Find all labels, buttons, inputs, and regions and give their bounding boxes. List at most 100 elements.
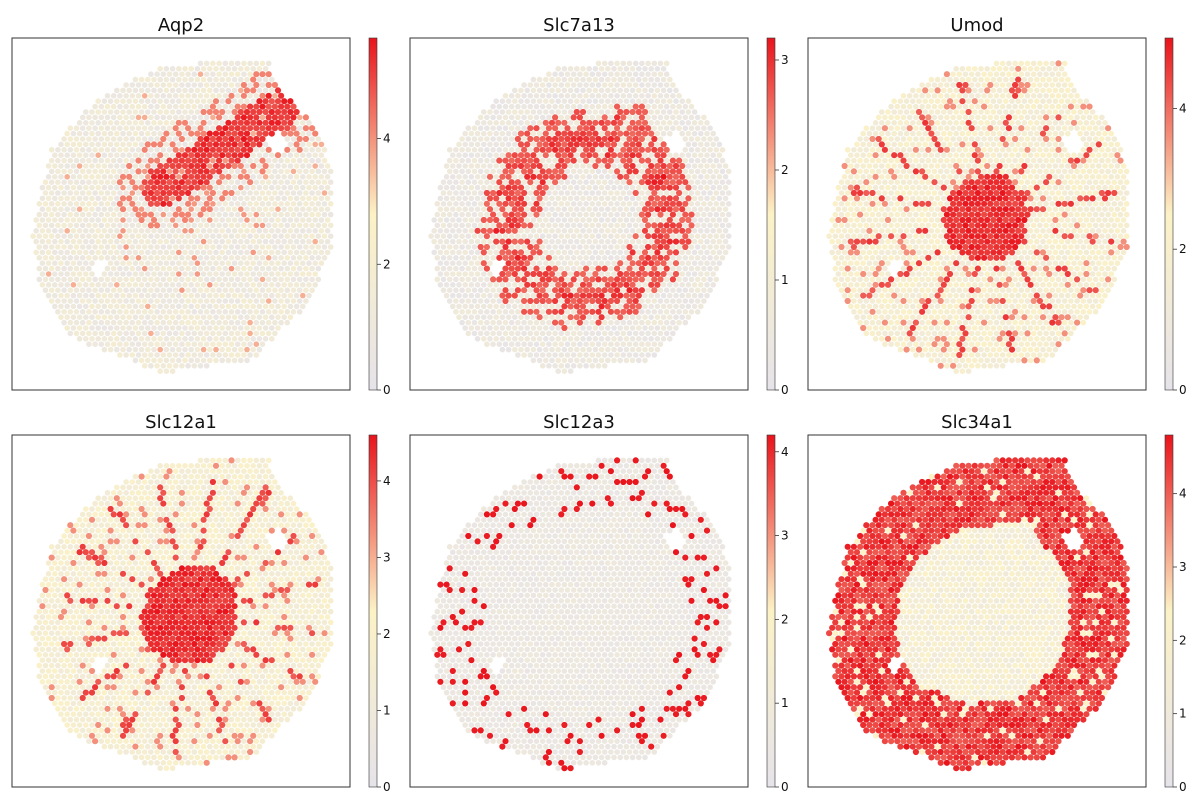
spot — [453, 201, 459, 207]
spot — [947, 152, 953, 158]
spot — [661, 141, 667, 147]
spot — [648, 325, 654, 331]
spot — [502, 276, 508, 282]
spot — [213, 174, 219, 180]
spot — [478, 136, 484, 142]
spot — [698, 163, 704, 169]
spot — [222, 190, 228, 196]
spot — [213, 77, 219, 83]
spot — [953, 88, 959, 94]
spot — [1065, 98, 1071, 104]
spot — [580, 271, 586, 277]
spot — [185, 341, 191, 347]
spot — [64, 152, 70, 158]
spot — [95, 217, 101, 223]
spot — [192, 331, 198, 337]
spot — [537, 141, 543, 147]
spot — [1068, 125, 1074, 131]
spot — [142, 341, 148, 347]
spot — [173, 244, 179, 250]
spot — [534, 104, 540, 110]
spot — [630, 131, 636, 137]
spot — [469, 131, 475, 137]
spot — [509, 147, 515, 153]
spot — [225, 141, 231, 147]
spot — [284, 104, 290, 110]
spot — [260, 223, 266, 229]
spot — [164, 109, 170, 115]
spot — [685, 185, 691, 191]
spot — [1053, 152, 1059, 158]
spot — [235, 244, 241, 250]
spot — [969, 115, 975, 121]
spot — [195, 228, 201, 234]
spot — [959, 98, 965, 104]
spot — [657, 233, 663, 239]
spot — [639, 82, 645, 88]
spot — [589, 136, 595, 142]
spot — [188, 304, 194, 310]
spot — [630, 141, 636, 147]
spot — [648, 120, 654, 126]
spot — [595, 287, 601, 293]
spot — [540, 82, 546, 88]
spot — [497, 115, 503, 121]
spot — [447, 212, 453, 218]
spot — [226, 260, 232, 266]
spot — [99, 298, 105, 304]
spot — [1059, 131, 1065, 137]
spot — [673, 195, 679, 201]
spot — [266, 266, 272, 272]
spot — [435, 244, 441, 250]
spot — [490, 331, 496, 337]
spot — [589, 287, 595, 293]
spot — [80, 298, 86, 304]
spot — [509, 244, 515, 250]
spot — [213, 141, 219, 147]
spot — [593, 196, 599, 202]
spot — [195, 88, 201, 94]
spot — [232, 314, 238, 320]
spot — [459, 233, 465, 239]
spot — [499, 239, 505, 245]
spot — [447, 244, 453, 250]
spot — [897, 152, 903, 158]
spot — [611, 325, 617, 331]
spot — [910, 88, 916, 94]
spot — [1046, 98, 1052, 104]
spot — [266, 233, 272, 239]
spot — [1022, 152, 1028, 158]
spot — [617, 131, 623, 137]
spot — [574, 228, 580, 234]
spot — [630, 249, 636, 255]
spot — [182, 206, 188, 212]
spot — [698, 206, 704, 212]
spot — [586, 347, 592, 353]
spot — [117, 223, 123, 229]
spot — [151, 282, 157, 288]
spot — [229, 287, 235, 293]
spot — [288, 293, 294, 299]
spot — [1083, 152, 1089, 158]
spot — [71, 185, 77, 191]
spot — [130, 309, 136, 315]
spot — [1062, 125, 1068, 131]
spot — [621, 331, 627, 337]
spot — [281, 217, 287, 223]
spot — [328, 233, 334, 239]
spot — [303, 233, 309, 239]
spot — [133, 163, 139, 169]
spot — [269, 293, 275, 299]
spot — [126, 152, 132, 158]
spot — [860, 142, 866, 148]
spot — [232, 228, 238, 234]
spot — [207, 336, 213, 342]
spot — [216, 179, 222, 185]
spot — [126, 217, 132, 223]
spot — [1012, 147, 1018, 153]
spot — [577, 266, 583, 272]
spot — [1102, 142, 1108, 148]
spot — [475, 325, 481, 331]
spot — [509, 266, 515, 272]
spot — [250, 239, 256, 245]
